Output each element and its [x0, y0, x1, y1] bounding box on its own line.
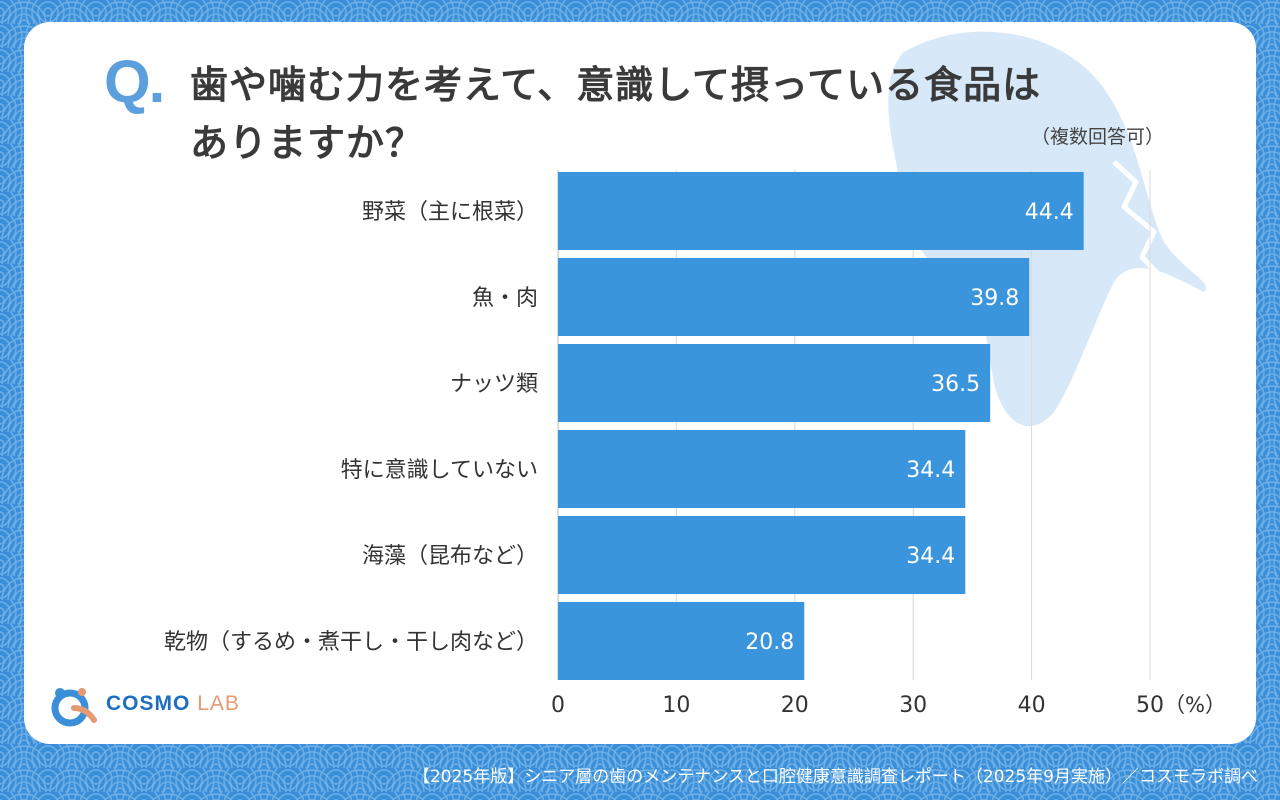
x-tick-label: 20 [781, 693, 809, 718]
bar [558, 516, 966, 594]
x-tick-label: 10 [662, 693, 690, 718]
bar-chart: 0 10 20 30 40 50 （%） 44.4 野菜（主に根菜） 39.8 魚・肉 36.5 ナッツ… [164, 170, 1226, 718]
x-tick-label: 30 [899, 693, 927, 718]
footer-source-caption: 【2025年版】シニア層の歯のメンテナンスと口腔健康意識調査レポート（2025年… [412, 767, 1258, 787]
x-tick-label: 50 [1136, 693, 1164, 718]
bar-value-label: 39.8 [970, 286, 1019, 311]
bar-value-label: 44.4 [1025, 200, 1074, 225]
multiple-answer-note: （複数回答可） [1030, 126, 1164, 148]
question-title: 歯や噛む力を考えて、意識して摂っている食品は ありますか？ [190, 56, 1200, 172]
bar-value-label: 34.4 [906, 544, 955, 569]
category-label: 乾物（するめ・煮干し・干し肉など） [164, 630, 538, 655]
logo-text: COSMO LAB [106, 692, 240, 716]
logo-mark-icon [51, 688, 97, 727]
bar [558, 344, 991, 422]
bar [558, 602, 805, 680]
x-tick-label: 0 [551, 693, 565, 718]
cosmo-lab-logo: COSMO LAB [48, 684, 248, 728]
logo-text-main: COSMO [106, 692, 191, 715]
bar [558, 430, 966, 508]
category-label: 海藻（昆布など） [362, 544, 538, 569]
question-title-line2: ありますか？ [190, 121, 425, 165]
category-label: 魚・肉 [472, 286, 538, 311]
content-card: Q. 歯や噛む力を考えて、意識して摂っている食品は ありますか？ （複数回答可）… [24, 22, 1256, 744]
bar-value-label: 34.4 [906, 458, 955, 483]
bar-value-label: 20.8 [745, 630, 794, 655]
bar [558, 258, 1030, 336]
category-label: ナッツ類 [450, 372, 538, 397]
logo-text-sub: LAB [197, 692, 240, 715]
bar-value-label: 36.5 [931, 372, 980, 397]
question-mark-label: Q. [104, 48, 165, 115]
question-title-line1: 歯や噛む力を考えて、意識して摂っている食品は [190, 63, 1042, 107]
unit-label: （%） [1164, 693, 1226, 717]
category-label: 特に意識していない [341, 458, 538, 483]
category-label: 野菜（主に根菜） [362, 200, 538, 225]
x-tick-label: 40 [1018, 693, 1046, 718]
bar [558, 172, 1084, 250]
